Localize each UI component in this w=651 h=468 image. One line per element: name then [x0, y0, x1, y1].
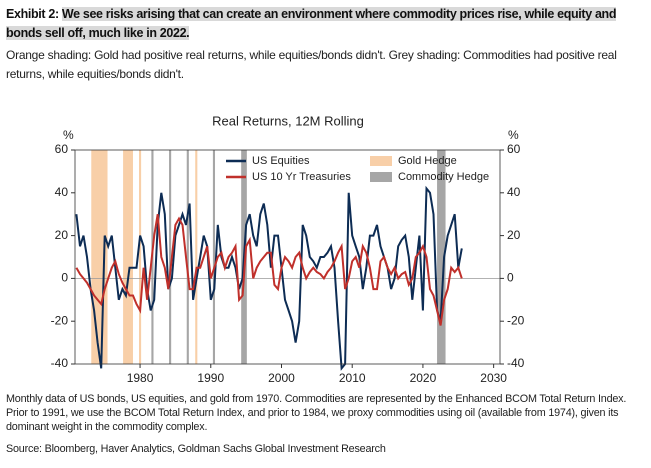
- y2-tick-label: -20: [507, 313, 525, 327]
- exhibit-label: Exhibit 2:: [6, 7, 59, 21]
- series-line: [75, 185, 463, 371]
- legend-label: US Equities: [252, 155, 310, 167]
- legend-label: Gold Hedge: [398, 155, 457, 167]
- hedge-shading: [186, 150, 189, 364]
- y-tick-label: -20: [51, 313, 69, 327]
- y-tick-label: 60: [55, 142, 69, 156]
- y-tick-label: -40: [51, 356, 69, 370]
- x-tick-label: 1990: [197, 371, 224, 385]
- hedge-shading: [437, 150, 446, 364]
- y2-tick-label: 40: [507, 185, 521, 199]
- x-tick-label: 2030: [480, 371, 507, 385]
- y2-tick-label: -40: [507, 356, 525, 370]
- footnote: Monthly data of US bonds, US equities, a…: [6, 393, 627, 433]
- hedge-shading: [138, 150, 142, 364]
- subtitle: Orange shading: Gold had positive real r…: [6, 48, 617, 81]
- y2-tick-label: 20: [507, 228, 521, 242]
- series-line: [75, 214, 463, 326]
- source: Source: Bloomberg, Haver Analytics, Gold…: [6, 443, 386, 455]
- y2-tick-label: 60: [507, 142, 521, 156]
- plot-frame: [74, 149, 501, 365]
- legend-swatch: [370, 156, 392, 166]
- y-tick-label: 0: [61, 271, 68, 285]
- legend-label: US 10 Yr Treasuries: [252, 171, 351, 183]
- x-tick-label: 1980: [127, 371, 154, 385]
- x-tick-label: 2000: [268, 371, 295, 385]
- x-tick-label: 2010: [339, 371, 366, 385]
- y2-unit: %: [508, 128, 519, 142]
- hedge-shading: [212, 150, 216, 364]
- legend-swatch: [370, 172, 392, 182]
- header: Exhibit 2: We see risks arising that can…: [6, 5, 642, 43]
- hedge-shading: [123, 150, 133, 364]
- y-unit: %: [63, 128, 74, 142]
- y2-tick-label: 0: [507, 271, 514, 285]
- hedge-shading: [195, 150, 198, 364]
- y-tick-label: 40: [55, 185, 69, 199]
- chart: Real Returns, 12M Rolling % % -40 -20 0 20 4…: [51, 113, 525, 385]
- x-tick-label: 2020: [410, 371, 437, 385]
- chart-title: Real Returns, 12M Rolling: [212, 113, 364, 128]
- legend-label: Commodity Hedge: [398, 171, 489, 183]
- hedge-shading: [169, 150, 172, 364]
- y-tick-label: 20: [55, 228, 69, 242]
